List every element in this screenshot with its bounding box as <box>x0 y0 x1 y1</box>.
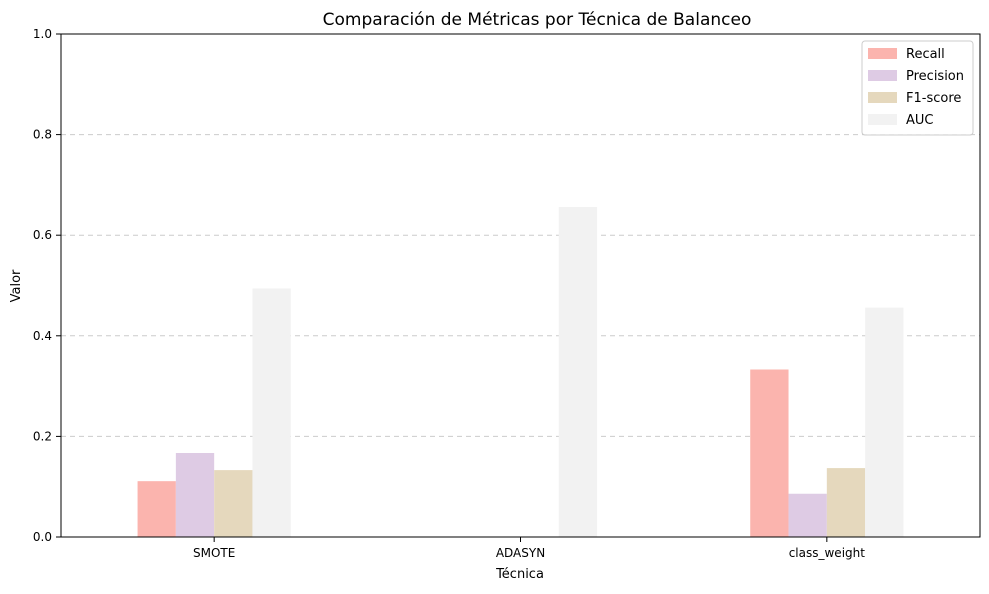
legend-label: Precision <box>906 69 964 84</box>
legend-label: AUC <box>906 113 934 128</box>
x-tick-label: ADASYN <box>496 546 545 560</box>
bar-auc-class-weight <box>865 307 904 537</box>
grid-lines <box>61 134 980 437</box>
y-axis: 0.0 0.2 0.4 0.6 0.8 1.0 <box>33 27 61 544</box>
x-axis-label: Técnica <box>495 567 544 582</box>
x-axis: SMOTE ADASYN class_weight <box>193 537 865 560</box>
bar-precision-smote <box>175 452 215 537</box>
legend-swatch <box>868 114 897 125</box>
bar-recall-class-weight <box>750 369 789 537</box>
y-tick-label: 0.2 <box>33 429 52 443</box>
bar-auc-adasyn <box>558 207 598 538</box>
y-tick-label: 0.4 <box>33 329 52 343</box>
y-axis-label: Valor <box>9 269 24 302</box>
y-tick-label: 0.8 <box>33 128 52 142</box>
x-tick-label: SMOTE <box>193 546 235 560</box>
bar-f1-score-smote <box>214 470 253 537</box>
bars <box>137 207 904 538</box>
bar-recall-smote <box>137 481 176 537</box>
y-tick-label: 0.6 <box>33 228 52 242</box>
legend-box <box>861 40 974 136</box>
x-tick-label: class_weight <box>789 546 866 560</box>
legend-swatch <box>868 92 897 103</box>
legend-label: Recall <box>906 47 945 62</box>
y-tick-label: 1.0 <box>33 27 52 41</box>
bar-precision-class-weight <box>788 493 827 537</box>
legend-swatch <box>868 70 897 81</box>
legend-swatch <box>868 48 897 59</box>
bar-auc-smote <box>252 288 291 537</box>
bar-f1-score-class-weight <box>826 468 866 537</box>
chart-title: Comparación de Métricas por Técnica de B… <box>323 10 752 30</box>
legend-label: F1-score <box>906 91 961 106</box>
legend: Recall Precision F1-score AUC <box>861 40 974 136</box>
y-tick-label: 0.0 <box>33 530 52 544</box>
